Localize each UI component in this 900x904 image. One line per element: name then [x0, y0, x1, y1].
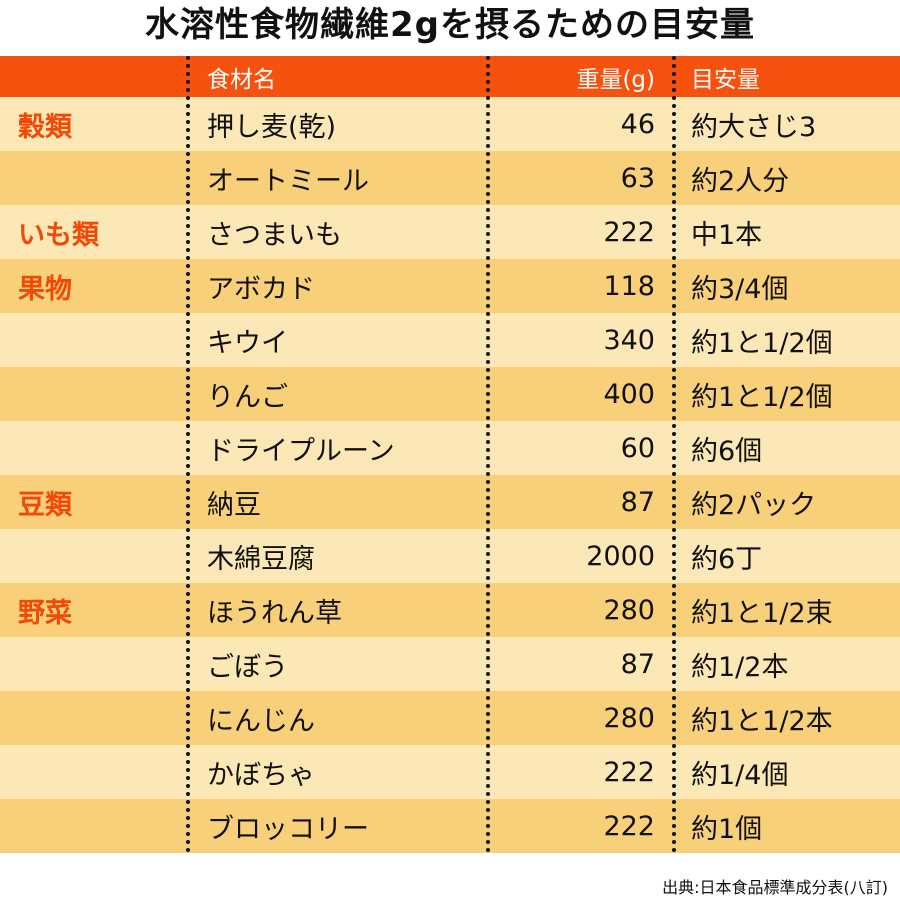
fiber-table: 食材名 重量(g) 目安量 穀類 押し麦(乾) 46 約大さじ3 オートミール … — [0, 56, 900, 853]
table-row: 野菜 ほうれん草 280 約1と1/2束 — [0, 583, 900, 637]
estimate-cell: 約1/4個 — [673, 745, 900, 799]
table-row: 木綿豆腐 2000 約6丁 — [0, 529, 900, 583]
weight-cell: 46 — [487, 97, 673, 151]
food-name-cell: ほうれん草 — [187, 583, 487, 637]
category-cell — [0, 529, 187, 583]
food-name-cell: キウイ — [187, 313, 487, 367]
table-row: 豆類 納豆 87 約2パック — [0, 475, 900, 529]
estimate-cell: 約1と1/2束 — [673, 583, 900, 637]
category-cell — [0, 745, 187, 799]
estimate-cell: 約1と1/2個 — [673, 367, 900, 421]
food-name-cell: ドライプルーン — [187, 421, 487, 475]
table-row: にんじん 280 約1と1/2本 — [0, 691, 900, 745]
food-name-cell: 木綿豆腐 — [187, 529, 487, 583]
food-name-cell: ブロッコリー — [187, 799, 487, 853]
food-name-cell: さつまいも — [187, 205, 487, 259]
category-cell: 穀類 — [0, 97, 187, 151]
estimate-cell: 約1と1/2個 — [673, 313, 900, 367]
food-name-cell: にんじん — [187, 691, 487, 745]
category-cell: 豆類 — [0, 475, 187, 529]
table-row: ドライプルーン 60 約6個 — [0, 421, 900, 475]
table-row: ブロッコリー 222 約1個 — [0, 799, 900, 853]
food-name-cell: 納豆 — [187, 475, 487, 529]
page-title: 水溶性食物繊維2gを摂るための目安量 — [145, 5, 755, 45]
table-row: いも類 さつまいも 222 中1本 — [0, 205, 900, 259]
table-row: りんご 400 約1と1/2個 — [0, 367, 900, 421]
food-name-cell: 押し麦(乾) — [187, 97, 487, 151]
estimate-cell: 中1本 — [673, 205, 900, 259]
category-cell — [0, 799, 187, 853]
category-cell — [0, 691, 187, 745]
weight-cell: 222 — [487, 205, 673, 259]
category-cell: いも類 — [0, 205, 187, 259]
weight-cell: 63 — [487, 151, 673, 205]
table-row: 果物 アボカド 118 約3/4個 — [0, 259, 900, 313]
header-estimate: 目安量 — [673, 56, 900, 97]
food-name-cell: かぼちゃ — [187, 745, 487, 799]
weight-cell: 118 — [487, 259, 673, 313]
food-name-cell: オートミール — [187, 151, 487, 205]
estimate-cell: 約2パック — [673, 475, 900, 529]
weight-cell: 2000 — [487, 529, 673, 583]
category-cell — [0, 421, 187, 475]
estimate-cell: 約3/4個 — [673, 259, 900, 313]
header-category — [0, 56, 187, 97]
category-cell — [0, 313, 187, 367]
weight-cell: 280 — [487, 583, 673, 637]
category-cell: 野菜 — [0, 583, 187, 637]
weight-cell: 87 — [487, 637, 673, 691]
category-cell — [0, 367, 187, 421]
table-row: キウイ 340 約1と1/2個 — [0, 313, 900, 367]
estimate-cell: 約1個 — [673, 799, 900, 853]
table-header-row: 食材名 重量(g) 目安量 — [0, 56, 900, 97]
category-cell — [0, 151, 187, 205]
weight-cell: 60 — [487, 421, 673, 475]
column-divider-dotted — [486, 56, 490, 853]
weight-cell: 222 — [487, 745, 673, 799]
table-wrapper: 食材名 重量(g) 目安量 穀類 押し麦(乾) 46 約大さじ3 オートミール … — [0, 56, 900, 853]
weight-cell: 280 — [487, 691, 673, 745]
estimate-cell: 約大さじ3 — [673, 97, 900, 151]
weight-cell: 340 — [487, 313, 673, 367]
weight-cell: 87 — [487, 475, 673, 529]
header-food-name: 食材名 — [187, 56, 487, 97]
food-name-cell: アボカド — [187, 259, 487, 313]
food-name-cell: りんご — [187, 367, 487, 421]
estimate-cell: 約6個 — [673, 421, 900, 475]
column-divider-dotted — [672, 56, 676, 853]
table-row: かぼちゃ 222 約1/4個 — [0, 745, 900, 799]
estimate-cell: 約1/2本 — [673, 637, 900, 691]
header-weight: 重量(g) — [487, 56, 673, 97]
weight-cell: 400 — [487, 367, 673, 421]
food-name-cell: ごぼう — [187, 637, 487, 691]
category-cell: 果物 — [0, 259, 187, 313]
estimate-cell: 約1と1/2本 — [673, 691, 900, 745]
source-note: 出典:日本食品標準成分表(八訂) — [662, 878, 888, 897]
column-divider-dotted — [186, 56, 190, 853]
category-cell — [0, 637, 187, 691]
table-row: 穀類 押し麦(乾) 46 約大さじ3 — [0, 97, 900, 151]
estimate-cell: 約2人分 — [673, 151, 900, 205]
estimate-cell: 約6丁 — [673, 529, 900, 583]
table-row: オートミール 63 約2人分 — [0, 151, 900, 205]
table-row: ごぼう 87 約1/2本 — [0, 637, 900, 691]
weight-cell: 222 — [487, 799, 673, 853]
